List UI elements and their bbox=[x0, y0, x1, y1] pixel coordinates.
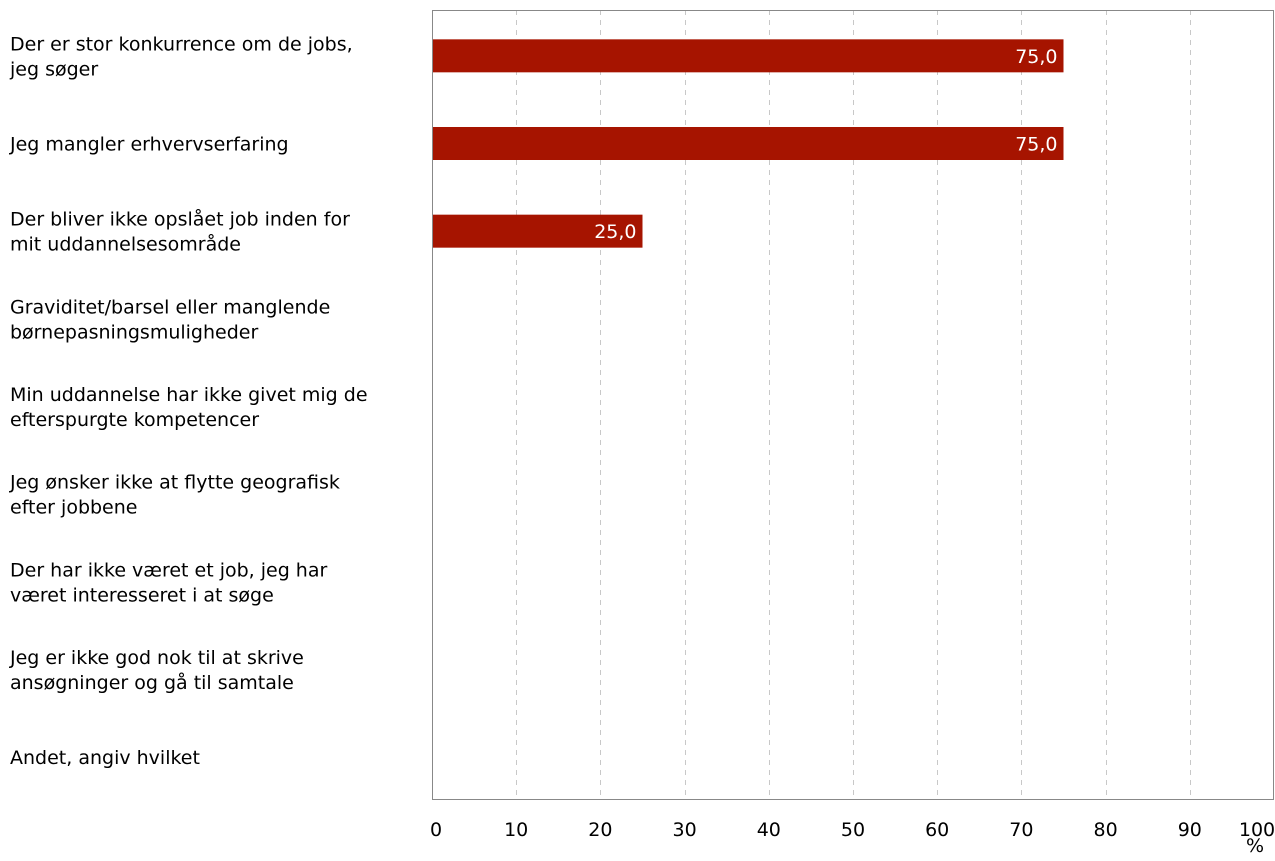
bar-layer: 75,0 75,0 25,0 bbox=[432, 39, 1064, 248]
category-label: Jeg ønsker ikke at flytte geografisk efte… bbox=[9, 472, 340, 519]
data-label: 25,0 bbox=[594, 221, 636, 243]
x-tick-label: 0 bbox=[430, 819, 442, 841]
category-label-line: været interesseret i at søge bbox=[10, 584, 274, 606]
category-label: Der er stor konkurrence om de jobs, jeg s… bbox=[9, 33, 353, 80]
category-label: Andet, angiv hvilket bbox=[10, 747, 200, 769]
data-label: 75,0 bbox=[1015, 134, 1057, 156]
category-label-line: Graviditet/barsel eller manglende bbox=[10, 296, 330, 318]
x-tick-label: 100 bbox=[1239, 819, 1275, 841]
axis-layer: 0 10 20 30 40 50 60 70 80 90 100 bbox=[430, 10, 1275, 841]
category-label-line: Der er stor konkurrence om de jobs, bbox=[10, 33, 353, 55]
plot-frame bbox=[432, 10, 1274, 800]
category-label: Graviditet/barsel eller manglende børnepa… bbox=[10, 296, 330, 343]
x-axis-title: % bbox=[1246, 835, 1264, 857]
category-label-line: Jeg mangler erhvervserfaring bbox=[9, 134, 289, 156]
category-label: Jeg mangler erhvervserfaring bbox=[9, 134, 289, 156]
data-label: 75,0 bbox=[1015, 46, 1057, 68]
category-label-line: Min uddannelse har ikke givet mig de bbox=[10, 384, 368, 406]
x-tick-label: 50 bbox=[841, 819, 865, 841]
bar bbox=[432, 39, 1064, 73]
category-label-line: børnepasningsmuligheder bbox=[10, 321, 258, 343]
x-tick-label: 20 bbox=[588, 819, 612, 841]
category-label-line: Jeg ønsker ikke at flytte geografisk bbox=[9, 472, 340, 494]
x-tick-label: 10 bbox=[504, 819, 528, 841]
category-label-line: jeg søger bbox=[9, 58, 98, 80]
x-tick-label: 70 bbox=[1009, 819, 1033, 841]
category-label-layer: Der er stor konkurrence om de jobs, jeg s… bbox=[9, 33, 368, 769]
x-tick-label: 60 bbox=[925, 819, 949, 841]
category-label-line: Der har ikke været et job, jeg har bbox=[10, 559, 327, 581]
category-label: Jeg er ikke god nok til at skrive ansøgni… bbox=[9, 647, 304, 694]
category-label: Min uddannelse har ikke givet mig de efte… bbox=[10, 384, 368, 431]
category-label-line: efterspurgte kompetencer bbox=[10, 409, 259, 431]
category-label: Der bliver ikke opslået job inden for mit… bbox=[10, 208, 350, 256]
category-label-line: efter jobbene bbox=[10, 497, 137, 519]
category-label-line: Jeg er ikke god nok til at skrive bbox=[9, 647, 304, 669]
x-tick-label: 30 bbox=[673, 819, 697, 841]
bar bbox=[432, 214, 643, 248]
bar bbox=[432, 127, 1064, 160]
x-tick-label: 40 bbox=[757, 819, 781, 841]
category-label-line: Der bliver ikke opslået job inden for bbox=[10, 208, 350, 231]
x-tick-label: 90 bbox=[1178, 819, 1202, 841]
category-label-line: mit uddannelsesområde bbox=[10, 233, 241, 256]
category-label: Der har ikke været et job, jeg har været … bbox=[10, 559, 327, 606]
x-tick-label: 80 bbox=[1094, 819, 1118, 841]
category-label-line: ansøgninger og gå til samtale bbox=[10, 671, 294, 694]
category-label-line: Andet, angiv hvilket bbox=[10, 747, 200, 769]
